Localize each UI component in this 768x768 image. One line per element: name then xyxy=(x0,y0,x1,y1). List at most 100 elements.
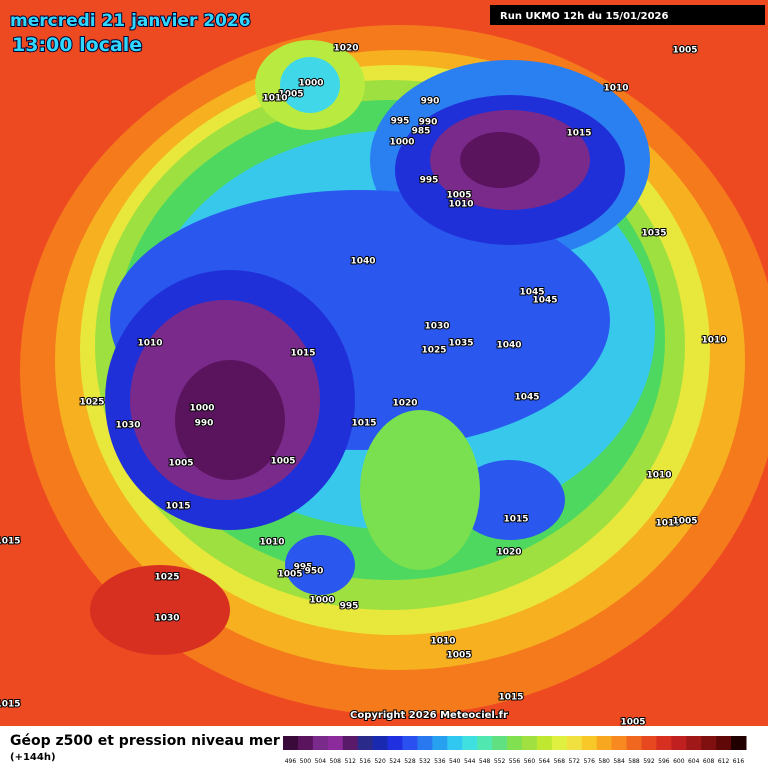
isobar-label: 1005 xyxy=(672,46,697,56)
local-time: 13:00 locale xyxy=(12,34,142,56)
legend-label: 588 xyxy=(628,758,640,765)
run-info: Run UKMO 12h du 15/01/2026 xyxy=(500,11,669,22)
legend-swatch xyxy=(492,736,508,750)
isobar-label: 1005 xyxy=(168,459,193,469)
legend-label: 612 xyxy=(718,758,730,765)
isobar-label: 1000 xyxy=(298,79,323,89)
legend-swatch xyxy=(507,736,523,750)
legend-swatch xyxy=(417,736,433,750)
legend-swatch xyxy=(372,736,389,750)
run-box xyxy=(490,5,765,25)
legend-label: 596 xyxy=(658,758,670,765)
isobar-label: 1040 xyxy=(496,341,521,351)
legend-swatch xyxy=(357,736,374,750)
legend-label: 604 xyxy=(688,758,700,765)
isobar-label: 990 xyxy=(421,97,440,107)
isobar-label: 1030 xyxy=(424,322,449,332)
isobar-label: 1005 xyxy=(672,517,697,527)
isobar-label: 995 xyxy=(420,176,439,186)
legend-label: 564 xyxy=(539,758,551,765)
legend-swatch xyxy=(312,736,329,750)
isobar-label: 1015 xyxy=(290,349,315,359)
legend-swatch xyxy=(566,736,583,750)
legend-swatch xyxy=(462,736,478,750)
legend-label: 572 xyxy=(569,758,581,765)
isobar-label: 1015 xyxy=(165,502,190,512)
isobar-label: 1010 xyxy=(655,519,680,529)
isobar-label: 1015 xyxy=(0,537,21,547)
isobar-label: 1010 xyxy=(646,471,671,481)
isobar-label: 1005 xyxy=(278,90,303,100)
footer-title: Géop z500 et pression niveau mer xyxy=(10,733,280,749)
legend-label: 496 xyxy=(285,758,297,765)
isobar-label: 1005 xyxy=(446,191,471,201)
isobar-label: 1005 xyxy=(277,570,302,580)
legend-swatch xyxy=(596,736,613,750)
isobar-label: 990 xyxy=(195,419,214,429)
date: mercredi 21 janvier 2026 xyxy=(10,11,251,31)
isobar-label: 1025 xyxy=(79,398,104,408)
legend-label: 508 xyxy=(330,758,342,765)
isobar-label: 1000 xyxy=(189,404,214,414)
map-background xyxy=(0,0,768,726)
legend-label: 576 xyxy=(583,758,595,765)
legend-label: 540 xyxy=(449,758,461,765)
legend-label: 544 xyxy=(464,758,476,765)
isobar-label: 1020 xyxy=(392,399,417,409)
legend-label: 592 xyxy=(643,758,655,765)
isobar-label: 950 xyxy=(305,567,324,577)
legend-label: 536 xyxy=(434,758,446,765)
isobar-label: 1010 xyxy=(701,336,726,346)
legend-swatch xyxy=(731,736,747,750)
legend-swatch xyxy=(716,736,732,750)
legend-swatch xyxy=(686,736,702,750)
legend-swatch xyxy=(656,736,672,750)
legend-swatch xyxy=(297,736,314,750)
legend-label: 556 xyxy=(509,758,521,765)
legend-swatch xyxy=(611,736,628,750)
isobar-label: 1005 xyxy=(620,718,645,728)
legend-label: 552 xyxy=(494,758,506,765)
legend-swatch xyxy=(387,736,403,750)
isobar-label: 1035 xyxy=(641,229,666,239)
legend-swatch xyxy=(551,736,568,750)
isobar-label: 1000 xyxy=(389,138,414,148)
isobar-label: 990 xyxy=(419,118,438,128)
legend-label: 580 xyxy=(598,758,610,765)
isobar-label: 995 xyxy=(340,602,359,612)
legend-label: 584 xyxy=(613,758,625,765)
legend-swatch xyxy=(641,736,657,750)
legend-label: 616 xyxy=(733,758,745,765)
legend-swatch xyxy=(402,736,418,750)
isobar-label: 995 xyxy=(391,117,410,127)
isobar-label: 1030 xyxy=(115,421,140,431)
legend-label: 528 xyxy=(404,758,416,765)
legend-swatch xyxy=(671,736,687,750)
isobar-label: 1015 xyxy=(566,129,591,139)
isobar-label: 1025 xyxy=(154,573,179,583)
legend-swatch xyxy=(283,736,299,750)
isobar-label: 1020 xyxy=(496,548,521,558)
isobar-label: 1020 xyxy=(333,44,358,54)
isobar-label: 1005 xyxy=(270,457,295,467)
isobar-label: 1010 xyxy=(448,200,473,210)
isobar-label: 1025 xyxy=(421,346,446,356)
legend-label: 512 xyxy=(344,758,356,765)
legend-label: 524 xyxy=(389,758,401,765)
isobar-label: 1000 xyxy=(309,596,334,606)
isobar-label: 1010 xyxy=(603,84,628,94)
isobar-label: 1010 xyxy=(259,538,284,548)
legend-swatch xyxy=(701,736,717,750)
isobar-label: 1045 xyxy=(532,296,557,306)
legend-label: 568 xyxy=(554,758,566,765)
legend-label: 504 xyxy=(315,758,327,765)
legend-swatch xyxy=(477,736,493,750)
isobar-label: 1015 xyxy=(498,693,523,703)
legend-label: 548 xyxy=(479,758,491,765)
copyright: Copyright 2026 Meteociel.fr xyxy=(350,710,508,721)
isobar-label: 1015 xyxy=(503,515,528,525)
isobar-label: 1010 xyxy=(262,94,287,104)
isobar-label: 1035 xyxy=(448,339,473,349)
